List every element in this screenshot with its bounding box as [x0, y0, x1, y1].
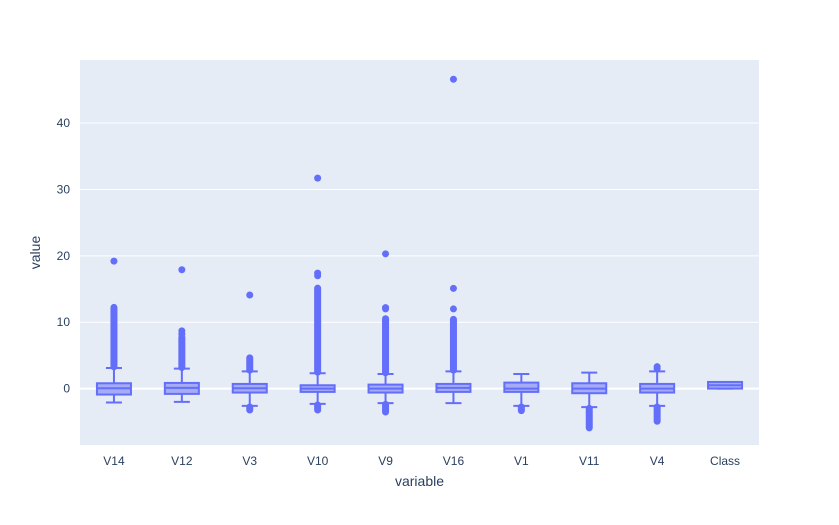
outlier-cluster	[110, 303, 118, 371]
outlier-point	[382, 304, 390, 312]
outlier-point	[178, 266, 186, 274]
x-tick-label-class: Class	[710, 454, 740, 468]
outlier-cluster	[449, 315, 457, 374]
box-v4	[639, 363, 676, 425]
outlier-cluster	[314, 284, 322, 376]
box-v14	[95, 257, 132, 404]
outlier-cluster	[382, 315, 390, 377]
box-v3	[231, 291, 268, 414]
x-tick-label-v9: V9	[378, 454, 393, 468]
x-tick-label-v10: V10	[307, 454, 329, 468]
x-tick-label-v3: V3	[242, 454, 257, 468]
box-v16	[435, 75, 472, 405]
outlier-point	[314, 174, 322, 182]
outlier-point	[653, 363, 661, 371]
outlier-cluster	[178, 333, 186, 371]
outlier-point	[449, 284, 457, 292]
x-tick-label-v11: V11	[579, 454, 600, 468]
y-tick-label: 0	[63, 382, 70, 396]
y-tick-label: 10	[57, 315, 71, 329]
box-v9	[367, 250, 404, 416]
box-v11	[571, 371, 608, 432]
x-tick-label-v12: V12	[171, 454, 193, 468]
y-axis-title: value	[27, 236, 43, 270]
box-body	[503, 381, 540, 393]
outlier-point	[314, 269, 322, 277]
outlier-point	[449, 75, 457, 83]
outlier-point	[449, 305, 457, 313]
outlier-point	[246, 291, 254, 299]
y-tick-labels: 0 10 20 30 40	[57, 116, 71, 396]
x-tick-label-v16: V16	[443, 454, 465, 468]
x-tick-label-v1: V1	[514, 454, 529, 468]
outlier-point	[382, 250, 390, 258]
outlier-point	[110, 257, 118, 265]
box-v1	[503, 372, 540, 415]
outlier-cluster	[585, 404, 593, 432]
y-tick-label: 30	[57, 182, 71, 196]
box-class	[707, 380, 744, 390]
outlier-point	[178, 327, 186, 335]
y-tick-label: 40	[57, 116, 71, 130]
plot-background	[80, 60, 759, 445]
outlier-cluster	[246, 354, 254, 374]
outlier-cluster	[382, 400, 390, 416]
x-tick-labels: V14 V12 V3 V10 V9 V16 V1 V11 V4 Class	[103, 454, 740, 468]
boxes	[95, 75, 744, 432]
box-v10	[299, 174, 336, 414]
x-tick-label-v14: V14	[103, 454, 125, 468]
outlier-cluster	[653, 403, 661, 425]
x-tick-label-v4: V4	[650, 454, 665, 468]
box-v12	[163, 266, 200, 403]
x-axis-title: variable	[395, 473, 444, 489]
y-tick-label: 20	[57, 249, 71, 263]
